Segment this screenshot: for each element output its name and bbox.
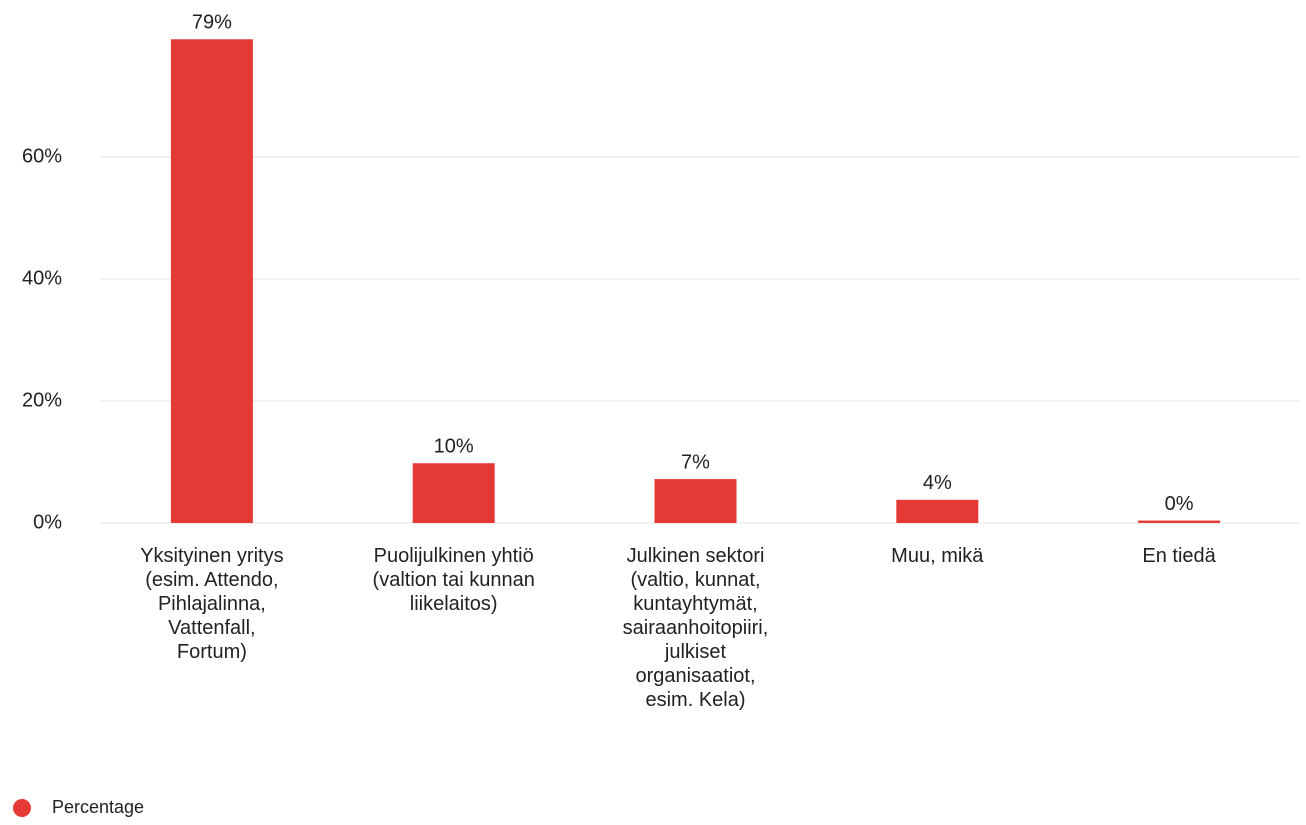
x-tick-label: Muu, mikä [891,545,984,567]
y-tick-label: 40% [22,267,62,289]
value-label: 10% [434,436,474,458]
x-tick-label: Yksityinen yritys (esim. Attendo, Pihlajal… [140,545,283,663]
y-tick-label: 0% [33,511,62,533]
bar [170,39,253,524]
value-label: 4% [923,472,952,494]
x-tick-label: Julkinen sektori (valtio, kunnat, kuntayht… [623,545,769,711]
legend-swatch [13,799,31,817]
legend-label: Percentage [52,797,144,817]
x-tick-label: Puolijulkinen yhtiö (valtion tai kunnan li… [373,545,535,615]
x-tick-label: En tiedä [1142,545,1216,567]
y-tick-label: 20% [22,389,62,411]
bar [412,463,495,523]
bar [654,479,737,523]
bar [1138,520,1221,523]
value-label: 79% [192,12,232,34]
value-label: 7% [681,451,710,473]
value-label: 0% [1165,493,1194,515]
bar [896,499,979,523]
y-tick-label: 60% [22,145,62,167]
